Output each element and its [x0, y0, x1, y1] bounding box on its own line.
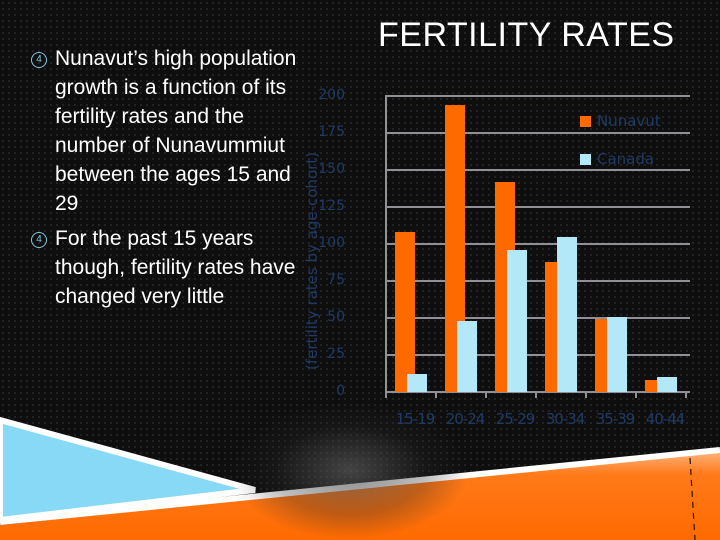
x-tick-mark: [535, 392, 537, 398]
x-tick-mark: [685, 392, 687, 398]
circled-4-icon: 4: [31, 52, 47, 68]
y-tick-label: 0: [336, 383, 345, 399]
background-glow: [230, 400, 470, 540]
legend-item-canada: Canada: [580, 140, 661, 178]
y-tick-label: 200: [318, 87, 345, 103]
legend-item-nunavut: Nunavut: [580, 102, 661, 140]
gridline: [385, 206, 690, 208]
gridline: [385, 280, 690, 282]
gridline: [385, 317, 690, 319]
bullet-list: 4 Nunavut’s high population growth is a …: [30, 44, 300, 317]
gridline: [385, 95, 690, 97]
bar-canada-30-34: [557, 236, 577, 392]
bar-canada-25-29: [507, 249, 527, 392]
x-tick-label: 35-39: [595, 410, 636, 428]
bullet-item: 4 For the past 15 years though, fertilit…: [30, 224, 300, 311]
y-tick-label: 150: [318, 161, 345, 177]
legend-swatch-nunavut: [580, 115, 591, 127]
bar-nunavut-20-24: [445, 104, 465, 392]
x-tick-mark: [635, 392, 637, 398]
circled-4-icon: 4: [31, 232, 47, 248]
x-tick-mark: [435, 392, 437, 398]
y-tick-label: 175: [318, 124, 345, 140]
x-tick-label: 25-29: [495, 410, 536, 428]
x-tick-label: 40-44: [645, 410, 686, 428]
bar-nunavut-40-44: [645, 380, 665, 392]
bar-canada-20-24: [457, 320, 477, 392]
slide-title: FERTILITY RATES: [378, 16, 675, 54]
legend-swatch-canada: [580, 153, 591, 165]
y-tick-label: 75: [327, 272, 345, 288]
x-tick-label: 30-34: [545, 410, 586, 428]
bar-canada-35-39: [607, 316, 627, 392]
gridline: [385, 243, 690, 245]
x-tick-label: 20-24: [445, 410, 486, 428]
x-tick-mark: [485, 392, 487, 398]
bullet-item: 4 Nunavut’s high population growth is a …: [30, 44, 300, 218]
y-tick-label: 50: [327, 309, 345, 325]
gridline: [385, 354, 690, 356]
gridline: [385, 391, 690, 393]
x-tick-label: 15-19: [395, 410, 436, 428]
gridline: [385, 132, 690, 134]
y-axis-label: (fertility rates by age-cohort): [303, 151, 321, 370]
x-axis-labels: 15-19 20-24 25-29 30-34 35-39 40-44: [390, 410, 690, 428]
y-tick-label: 25: [327, 346, 345, 362]
x-tick-mark: [585, 392, 587, 398]
y-axis: [385, 96, 387, 396]
legend-label: Canada: [597, 150, 655, 168]
bar-nunavut-15-19: [395, 232, 415, 392]
y-tick-label: 125: [318, 198, 345, 214]
bar-chart: 0 25 50 75 100 125 150 175 200: [318, 87, 690, 399]
bullet-text: Nunavut’s high population growth is a fu…: [55, 47, 297, 215]
bar-canada-15-19: [407, 374, 427, 392]
gridline: [385, 169, 690, 171]
y-tick-label: 100: [318, 235, 345, 251]
bar-canada-40-44: [657, 377, 677, 392]
bullet-text: For the past 15 years though, fertility …: [55, 227, 296, 308]
chart-legend: Nunavut Canada: [580, 102, 661, 178]
x-tick-mark: [385, 392, 387, 398]
legend-label: Nunavut: [597, 112, 661, 130]
